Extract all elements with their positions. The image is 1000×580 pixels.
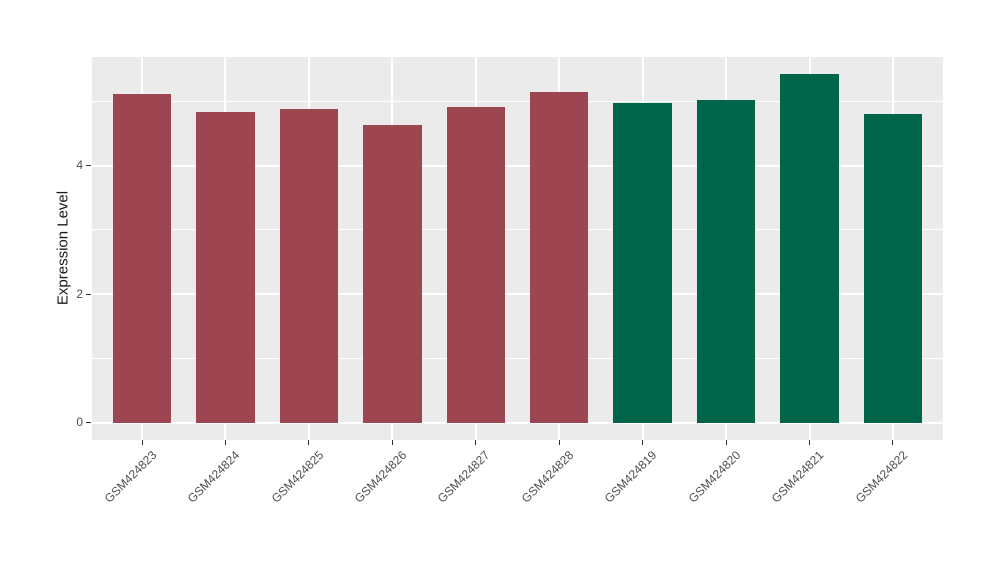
bar-gsm424823 — [112, 94, 172, 423]
gridline-horizontal-major — [92, 164, 943, 167]
x-axis-tick-mark — [558, 440, 560, 445]
bar-gsm424820 — [696, 99, 756, 423]
x-tick-label: GSM424822 — [852, 448, 910, 506]
gridline-horizontal-major — [92, 421, 943, 424]
x-tick-label: GSM424821 — [768, 448, 827, 506]
y-axis-tick-mark — [86, 422, 91, 423]
plot-area — [92, 57, 943, 440]
x-axis-tick-mark — [475, 440, 477, 445]
bar-gsm424819 — [613, 103, 672, 423]
bar-gsm424828 — [530, 91, 589, 423]
x-axis-tick-mark — [391, 440, 393, 445]
x-axis-tick-mark — [725, 440, 727, 445]
bar-gsm424824 — [196, 112, 255, 423]
bar-gsm424827 — [446, 107, 505, 423]
gridline-horizontal-minor — [92, 229, 943, 231]
x-tick-label: GSM424825 — [268, 448, 326, 506]
bar-gsm424825 — [279, 109, 339, 423]
x-axis-tick-mark — [892, 440, 894, 445]
x-tick-label: GSM424828 — [518, 448, 577, 506]
x-tick-label: GSM424823 — [101, 448, 159, 506]
gridline-horizontal-minor — [92, 357, 943, 359]
gridline-horizontal-minor — [92, 101, 943, 102]
x-tick-label: GSM424824 — [184, 448, 243, 506]
x-axis-tick-mark — [308, 440, 310, 445]
gridline-horizontal-major — [92, 293, 943, 296]
x-tick-label: GSM424826 — [351, 448, 410, 506]
bar-gsm424826 — [363, 124, 422, 423]
x-axis-tick-mark — [224, 440, 226, 445]
x-tick-label: GSM424819 — [602, 448, 660, 506]
x-axis-tick-mark — [642, 440, 644, 445]
x-tick-label: GSM424827 — [435, 448, 493, 506]
bar-gsm424821 — [780, 73, 839, 423]
x-axis-tick-mark — [141, 440, 143, 445]
y-axis-tick-mark — [86, 165, 91, 167]
y-tick-label: 4 — [76, 158, 83, 173]
y-tick-label: 2 — [76, 286, 83, 301]
bar-gsm424822 — [863, 114, 923, 423]
y-axis-tick-mark — [86, 293, 91, 295]
x-axis-tick-mark — [809, 440, 810, 445]
y-tick-label: 0 — [76, 415, 83, 429]
x-tick-label: GSM424820 — [685, 448, 743, 506]
